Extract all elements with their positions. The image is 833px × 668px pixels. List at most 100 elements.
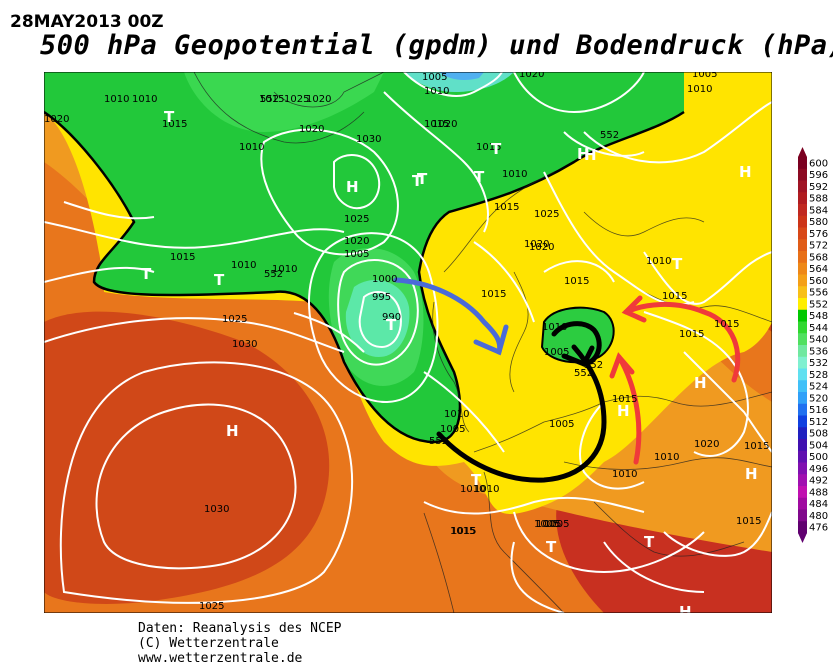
scale-label: 484 <box>809 499 828 510</box>
isobars <box>44 72 772 613</box>
isobar-label: 1010 <box>424 86 449 97</box>
isobar-label: 1005 <box>536 519 561 530</box>
low-pressure-marker: T <box>672 255 683 273</box>
high-pressure-marker: H <box>617 402 630 420</box>
isobar-label: 1020 <box>344 236 369 247</box>
scale-swatch <box>798 368 807 381</box>
isobar-label: 1005 <box>422 72 447 83</box>
black-arrow <box>436 321 607 483</box>
isobar-label: 1005 <box>549 419 574 430</box>
scale-swatch <box>798 392 807 405</box>
isobar-label: 1010 <box>231 260 256 271</box>
cyan-north <box>404 72 514 92</box>
scale-swatch <box>798 345 807 358</box>
contour-552-cutoff <box>540 306 615 364</box>
isobar-label: 1025 <box>284 94 309 105</box>
green-inner <box>184 72 384 132</box>
low-pressure-marker: T <box>417 170 428 188</box>
high-pressure-marker: H <box>226 422 239 440</box>
scale-label: 512 <box>809 417 828 428</box>
scale-label: 600 <box>809 158 828 169</box>
scale-swatch <box>798 180 807 193</box>
isobar-label: 1010 <box>239 142 264 153</box>
isobar-label: 1015 <box>679 329 704 340</box>
isobar-label: 1015 <box>714 319 739 330</box>
scale-label: 588 <box>809 194 828 205</box>
footer-line-url[interactable]: www.wetterzentrale.de <box>138 651 303 666</box>
isobar-label: 1010 <box>460 484 485 495</box>
scale-swatch <box>798 192 807 205</box>
scale-label: 556 <box>809 288 828 299</box>
scale-swatch <box>798 274 807 287</box>
color-scale: 6005965925885845805765725685645605565525… <box>798 147 828 543</box>
contour-552-label: 552 <box>264 269 283 280</box>
scale-swatch <box>798 157 807 170</box>
scale-label: 480 <box>809 511 828 522</box>
low-pressure-marker: T <box>214 271 225 289</box>
low-pressure-marker: T <box>412 172 423 190</box>
low-pressure-marker: T <box>474 168 485 186</box>
scale-swatch <box>798 298 807 311</box>
isobar-label: 1015 <box>259 94 284 105</box>
scale-swatch <box>798 309 807 322</box>
scale-label: 524 <box>809 382 828 393</box>
scale-label: 560 <box>809 276 828 287</box>
isobar-label: 1015 <box>476 142 501 153</box>
scale-swatch <box>798 333 807 346</box>
scale-swatch <box>798 450 807 463</box>
isobar-label: 1010 <box>474 484 499 495</box>
scale-label: 552 <box>809 299 828 310</box>
isobar-label: 1005 <box>440 424 465 435</box>
scale-label: 532 <box>809 358 828 369</box>
isobar-label: 1010 <box>272 264 297 275</box>
footer-line-copyright: (C) Wetterzentrale <box>138 636 279 651</box>
isobar-label: 1005 <box>544 519 569 530</box>
isobar-label: 1020 <box>694 439 719 450</box>
isobar-label: 1005 <box>544 347 569 358</box>
isobar-label: 1010 <box>542 322 567 333</box>
low-pressure-marker: T <box>471 471 482 489</box>
isobar-label: 1010 <box>502 169 527 180</box>
chart-title: 500 hPa Geopotential (gpdm) und Bodendru… <box>40 30 833 61</box>
high-pressure-marker: H <box>739 163 752 181</box>
isobar-label: 1000 <box>372 274 397 285</box>
isobar-label: 1015 <box>170 252 195 263</box>
scale-bottom-arrow <box>798 533 807 543</box>
scale-label: 536 <box>809 346 828 357</box>
isobar-label: 1015 <box>450 526 475 537</box>
scale-label: 572 <box>809 241 828 252</box>
scale-label: 504 <box>809 440 828 451</box>
scale-label: 476 <box>809 523 828 534</box>
isobar-label: 1025 <box>344 214 369 225</box>
isobar-label: 995 <box>372 292 391 303</box>
isobar-label: 1015 <box>564 276 589 287</box>
scale-swatch <box>798 486 807 499</box>
isobar-label: 1010 <box>654 452 679 463</box>
isobar-label: 1020 <box>524 239 549 250</box>
scale-label: 488 <box>809 487 828 498</box>
isobar-label: 1010 <box>132 94 157 105</box>
contour-552-label: 552 <box>584 360 603 371</box>
scale-label: 596 <box>809 170 828 181</box>
low-pressure-marker: T <box>386 316 397 334</box>
scale-swatch <box>798 262 807 275</box>
scale-swatch <box>798 439 807 452</box>
red-arrows <box>609 295 741 465</box>
isobar-label: 1015 <box>494 202 519 213</box>
scale-swatch <box>798 251 807 264</box>
isobar-label: 1025 <box>534 209 559 220</box>
scale-label: 516 <box>809 405 828 416</box>
isobar-label: 1015 <box>162 119 187 130</box>
scale-label: 576 <box>809 229 828 240</box>
scale-label: 548 <box>809 311 828 322</box>
scale-swatch <box>798 497 807 510</box>
scale-label: 508 <box>809 429 828 440</box>
isobar-label: 1030 <box>356 134 381 145</box>
contour-552-label: 552 <box>429 436 448 447</box>
scale-label: 528 <box>809 370 828 381</box>
coastlines <box>193 72 772 613</box>
scale-swatch <box>798 239 807 252</box>
